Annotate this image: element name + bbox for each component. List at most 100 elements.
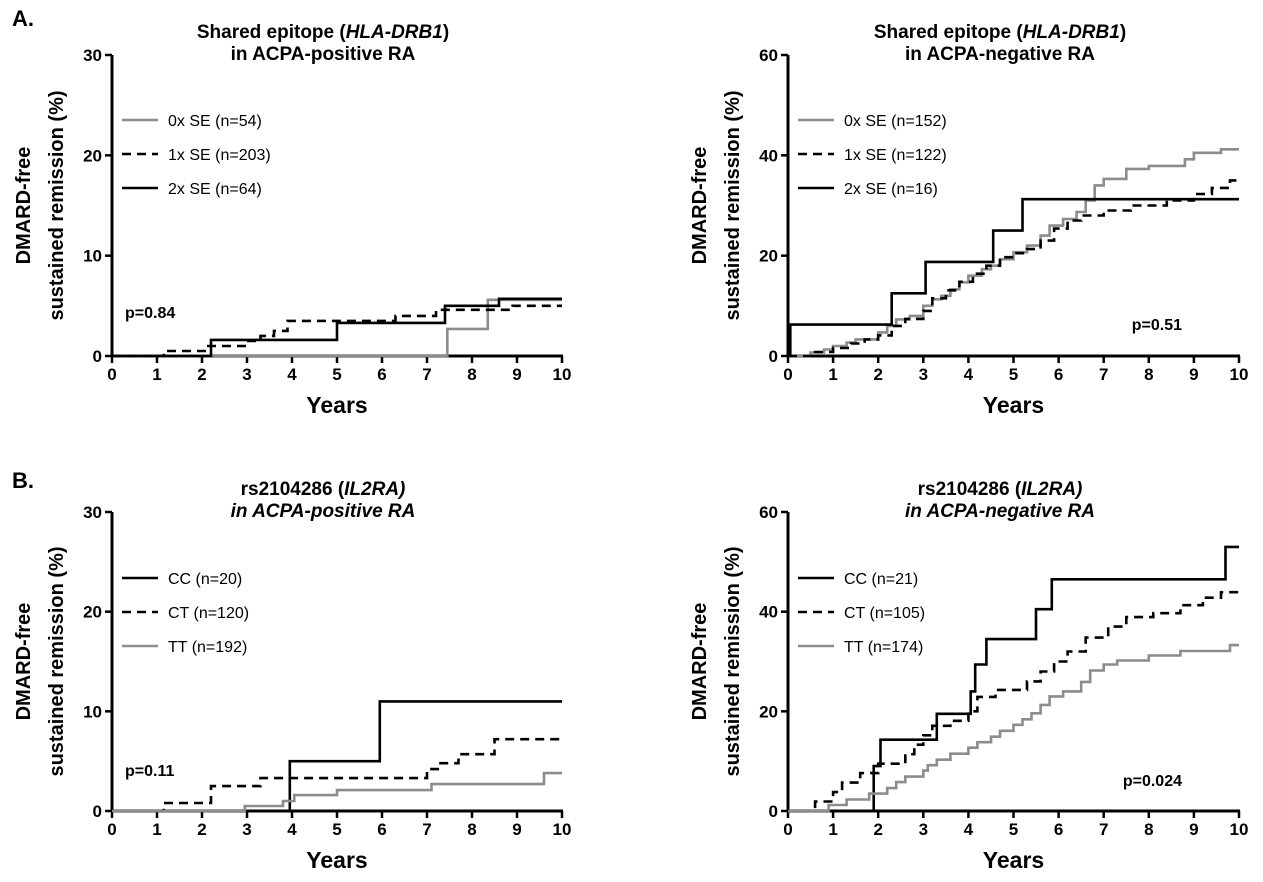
chart-title: Shared epitope (HLA-DRB1): [197, 22, 449, 43]
x-tick-label: 9: [512, 820, 521, 839]
y-axis-label: sustained remission (%): [46, 546, 68, 776]
x-tick-label: 10: [1230, 365, 1249, 384]
y-tick-label: 30: [83, 503, 102, 522]
y-tick-label: 10: [83, 702, 102, 721]
y-tick-label: 20: [83, 603, 102, 622]
series-line-2: [788, 179, 1239, 358]
chart-title-part: Shared epitope (: [874, 22, 1024, 43]
x-tick-label: 6: [1054, 365, 1063, 384]
chart-title: rs2104286 (IL2RA): [241, 479, 406, 500]
series-line-3: [112, 771, 562, 813]
chart-panel-1: Shared epitope (HLA-DRB1)in ACPA-positiv…: [13, 22, 571, 418]
panel-letter: B.: [12, 468, 34, 493]
chart-title-part: rs2104286 (: [241, 479, 345, 500]
legend-label: CT (n=120): [168, 605, 249, 622]
x-tick-label: 5: [1009, 820, 1018, 839]
chart-panel-4: rs2104286 (IL2RA)in ACPA-negative RA 0 20 4…: [689, 479, 1248, 873]
x-tick-label: 4: [964, 365, 974, 384]
chart-title-part: rs2104286 (: [918, 479, 1022, 500]
y-tick-label: 0: [769, 802, 778, 821]
series-line-3: [788, 197, 1239, 358]
p-value-annotation: p=0.024: [1123, 773, 1182, 790]
y-tick-label: 0: [93, 347, 102, 366]
x-tick-label: 5: [332, 820, 341, 839]
chart-panel-3: rs2104286 (IL2RA)in ACPA-positive RA0102…: [13, 479, 571, 873]
x-tick-label: 1: [828, 365, 837, 384]
x-tick-label: 1: [152, 365, 161, 384]
y-axis-label: sustained remission (%): [722, 90, 744, 320]
panel-letter: A.: [12, 6, 34, 31]
x-tick-label: 3: [242, 365, 251, 384]
y-tick-label: 40: [759, 603, 778, 622]
x-tick-label: 8: [1144, 365, 1153, 384]
y-tick-label: 10: [83, 247, 102, 266]
y-tick-label: 0: [769, 347, 778, 366]
x-tick-label: 7: [422, 365, 431, 384]
legend-label: CC (n=21): [844, 571, 918, 588]
p-value-annotation: p=0.84: [125, 305, 175, 322]
series-line-1: [788, 545, 1239, 813]
y-axis-label: DMARD-free: [13, 603, 35, 721]
chart-title-part: Shared epitope (: [197, 22, 347, 43]
chart-panel-2: Shared epitope (HLA-DRB1)in ACPA-negativ…: [689, 22, 1248, 418]
x-axis-label: Years: [306, 392, 367, 418]
series-line-3: [788, 643, 1239, 813]
p-value-annotation: p=0.51: [1132, 317, 1182, 334]
y-tick-label: 20: [759, 702, 778, 721]
chart-title-part: ): [1120, 22, 1126, 43]
x-tick-label: 9: [1189, 365, 1198, 384]
legend-label: 0x SE (n=54): [168, 113, 262, 130]
x-tick-label: 5: [332, 365, 341, 384]
x-tick-label: 7: [1099, 820, 1108, 839]
p-value-annotation: p=0.11: [125, 763, 174, 780]
x-tick-label: 2: [197, 820, 206, 839]
legend-label: CC (n=20): [168, 571, 242, 588]
x-tick-label: 9: [512, 365, 521, 384]
legend-label: TT (n=174): [844, 639, 923, 656]
chart-title-part: IL2RA): [1021, 479, 1082, 500]
y-tick-label: 30: [83, 46, 102, 65]
x-tick-label: 0: [783, 365, 792, 384]
x-tick-label: 2: [197, 365, 206, 384]
x-tick-label: 9: [1189, 820, 1198, 839]
series-line-2: [112, 304, 562, 358]
series-line-2: [788, 590, 1239, 813]
y-axis-label: sustained remission (%): [46, 90, 68, 320]
x-tick-label: 1: [152, 820, 161, 839]
y-tick-label: 20: [83, 146, 102, 165]
x-axis-label: Years: [983, 392, 1044, 418]
x-tick-label: 10: [553, 365, 572, 384]
x-tick-label: 4: [964, 820, 974, 839]
legend-label: 0x SE (n=152): [844, 113, 947, 130]
x-tick-label: 3: [242, 820, 251, 839]
y-axis-label: sustained remission (%): [722, 546, 744, 776]
chart-subtitle: in ACPA-positive RA: [231, 44, 416, 65]
series-line-3: [112, 297, 562, 358]
legend-label: TT (n=192): [168, 639, 247, 656]
x-tick-label: 10: [553, 820, 572, 839]
x-tick-label: 5: [1009, 365, 1018, 384]
x-tick-label: 7: [1099, 365, 1108, 384]
x-tick-label: 2: [873, 365, 882, 384]
x-tick-label: 3: [919, 365, 928, 384]
chart-title-part: HLA-DRB1: [346, 22, 443, 43]
y-tick-label: 60: [759, 503, 778, 522]
x-tick-label: 0: [783, 820, 792, 839]
y-axis-label: DMARD-free: [689, 147, 711, 265]
chart-title: rs2104286 (IL2RA): [918, 479, 1083, 500]
x-axis-label: Years: [306, 847, 367, 873]
x-tick-label: 1: [828, 820, 837, 839]
y-tick-label: 60: [759, 46, 778, 65]
x-tick-label: 4: [287, 365, 297, 384]
y-axis-label: DMARD-free: [13, 147, 35, 265]
chart-subtitle: in ACPA-negative RA: [905, 501, 1095, 522]
x-tick-label: 7: [422, 820, 431, 839]
x-tick-label: 3: [919, 820, 928, 839]
legend-label: 1x SE (n=122): [844, 147, 947, 164]
legend-label: 2x SE (n=64): [168, 181, 262, 198]
chart-title-part: IL2RA): [344, 479, 405, 500]
x-tick-label: 4: [287, 820, 297, 839]
chart-title-part: ): [443, 22, 449, 43]
legend-label: 1x SE (n=203): [168, 147, 271, 164]
x-axis-label: Years: [983, 847, 1044, 873]
